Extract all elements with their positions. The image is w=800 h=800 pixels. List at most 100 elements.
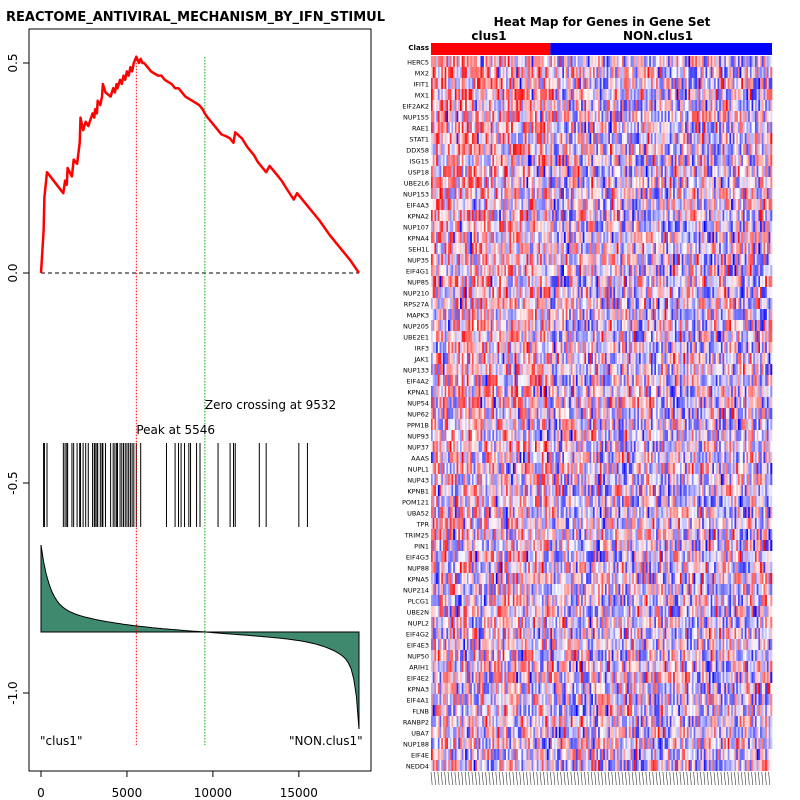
- heatmap-cell: [674, 254, 677, 266]
- heatmap-cell: [497, 133, 500, 145]
- heatmap-cell: [477, 210, 480, 222]
- heatmap-cell: [587, 56, 590, 68]
- heatmap-cell: [618, 122, 621, 134]
- heatmap-cell: [662, 155, 665, 167]
- heatmap-cell: [702, 254, 705, 266]
- heatmap-cell: [623, 111, 626, 123]
- heatmap-cell: [552, 122, 555, 134]
- heatmap-cell: [546, 298, 549, 310]
- heatmap-cell: [732, 89, 735, 101]
- heatmap-cell: [470, 177, 473, 189]
- heatmap-cell: [483, 210, 486, 222]
- heatmap-cell: [656, 133, 659, 145]
- heatmap-cell: [475, 254, 478, 266]
- heatmap-cell: [669, 309, 672, 321]
- heatmap-cell: [749, 133, 752, 145]
- heatmap-cell: [640, 221, 643, 233]
- heatmap-cell: [659, 177, 662, 189]
- heatmap-cell: [483, 89, 486, 101]
- heatmap-cell: [591, 111, 594, 123]
- heatmap-cell: [596, 166, 599, 178]
- heatmap-cell: [696, 232, 699, 244]
- heatmap-cell: [768, 232, 771, 244]
- heatmap-cell: [770, 111, 773, 123]
- heatmap-cell: [673, 199, 676, 211]
- heatmap-cell: [623, 221, 626, 233]
- heatmap-cell: [458, 100, 461, 112]
- heatmap-cell: [766, 144, 769, 156]
- heatmap-cell: [661, 221, 664, 233]
- heatmap-cell: [562, 177, 565, 189]
- heatmap-cell: [487, 166, 490, 178]
- heatmap-cell: [749, 232, 752, 244]
- heatmap-cell: [734, 78, 737, 90]
- heatmap-cell: [632, 309, 635, 321]
- heatmap-cell: [592, 221, 595, 233]
- heatmap-cell: [555, 177, 558, 189]
- heatmap-cell: [642, 265, 645, 277]
- heatmap-cell: [708, 309, 711, 321]
- heatmap-cell: [732, 199, 735, 211]
- heatmap-cell: [492, 221, 495, 233]
- heatmap-cell: [763, 210, 766, 222]
- heatmap-cell: [748, 210, 751, 222]
- heatmap-cell: [666, 199, 669, 211]
- heatmap-cell: [596, 78, 599, 90]
- heatmap-cell: [495, 265, 498, 277]
- heatmap-cell: [659, 155, 662, 167]
- heatmap-cell: [676, 287, 679, 299]
- heatmap-cell: [494, 199, 497, 211]
- heatmap-cell: [451, 133, 454, 145]
- heatmap-cell: [640, 122, 643, 134]
- heatmap-cell: [760, 188, 763, 200]
- heatmap-cell: [497, 89, 500, 101]
- heatmap-cell: [470, 298, 473, 310]
- heatmap-cell: [724, 298, 727, 310]
- heatmap-cell: [606, 298, 609, 310]
- heatmap-cell: [514, 287, 517, 299]
- heatmap-cell: [751, 155, 754, 167]
- heatmap-cell: [471, 111, 474, 123]
- heatmap-cell: [538, 309, 541, 321]
- heatmap-cell: [480, 276, 483, 288]
- heatmap-cell: [434, 287, 437, 299]
- heatmap-cell: [601, 155, 604, 167]
- heatmap-cell: [592, 254, 595, 266]
- heatmap-cell: [437, 133, 440, 145]
- heatmap-cell: [744, 78, 747, 90]
- heatmap-cell: [548, 122, 551, 134]
- heatmap-cell: [768, 78, 771, 90]
- heatmap-cell: [707, 309, 710, 321]
- heatmap-cell: [679, 232, 682, 244]
- heatmap-cell: [512, 298, 515, 310]
- heatmap-cell: [734, 155, 737, 167]
- heatmap-cell: [463, 210, 466, 222]
- heatmap-cell: [557, 111, 560, 123]
- heatmap-cell: [528, 199, 531, 211]
- heatmap-cell: [656, 56, 659, 68]
- heatmap-cell: [681, 287, 684, 299]
- heatmap-cell: [529, 122, 532, 134]
- heatmap-cell: [587, 100, 590, 112]
- heatmap-cell: [509, 111, 512, 123]
- heatmap-cell: [565, 232, 568, 244]
- heatmap-cell: [625, 122, 628, 134]
- heatmap-cell: [734, 177, 737, 189]
- heatmap-cell: [502, 67, 505, 79]
- heatmap-cell: [514, 56, 517, 68]
- heatmap-cell: [456, 265, 459, 277]
- heatmap-cell: [674, 210, 677, 222]
- heatmap-cell: [681, 276, 684, 288]
- heatmap-cell: [528, 188, 531, 200]
- heatmap-cell: [596, 100, 599, 112]
- heatmap-cell: [475, 177, 478, 189]
- heatmap-cell: [463, 56, 466, 68]
- heatmap-cell: [465, 254, 468, 266]
- heatmap-cell: [531, 89, 534, 101]
- heatmap-cell: [461, 56, 464, 68]
- heatmap-cell: [662, 67, 665, 79]
- heatmap-cell: [565, 309, 568, 321]
- heatmap-cell: [570, 221, 573, 233]
- heatmap-cell: [610, 243, 613, 255]
- heatmap-cell: [756, 56, 759, 68]
